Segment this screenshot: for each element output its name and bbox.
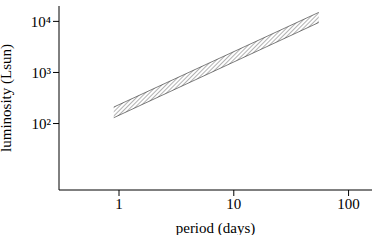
- svg-text:luminosity (Lsun): luminosity (Lsun): [8, 44, 15, 152]
- svg-text:period (days): period (days): [176, 220, 256, 235]
- svg-text:10³: 10³: [32, 65, 52, 81]
- svg-text:10: 10: [226, 196, 241, 212]
- svg-text:10²: 10²: [32, 116, 52, 132]
- svg-text:100: 100: [337, 196, 360, 212]
- svg-text:10⁴: 10⁴: [31, 14, 51, 30]
- svg-text:1: 1: [115, 196, 123, 212]
